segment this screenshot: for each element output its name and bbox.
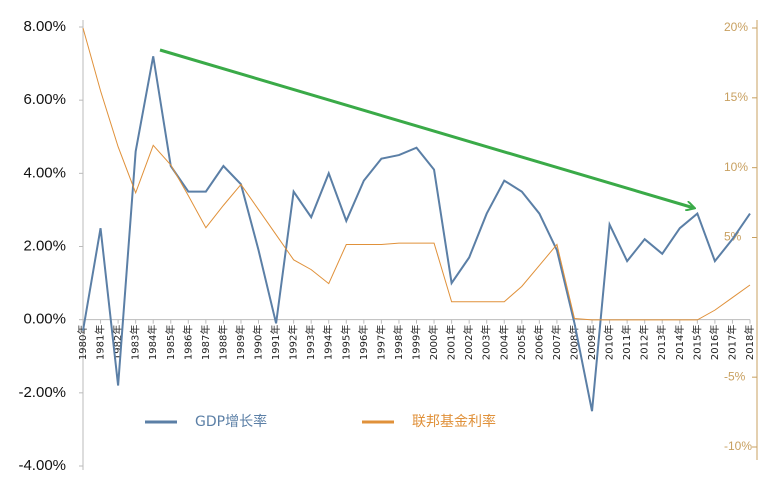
x-tick-label: 2016年 [708,325,721,360]
x-tick-label: 2018年 [743,325,756,360]
series-line [82,56,751,412]
y2-tick-label: -5% [724,369,746,383]
x-tick-label: 1991年 [269,325,282,360]
legend-label: 联邦基金利率 [412,413,496,430]
x-tick-label: 1986年 [181,325,194,360]
x-tick-label: 2011年 [620,325,633,360]
y-tick-label: -4.00% [18,457,66,474]
x-tick-label: 2007年 [550,325,563,360]
y-tick-label: 2.00% [23,237,66,254]
x-tick-label: 2005年 [515,325,528,360]
x-tick-label: 2002年 [462,325,475,360]
y-tick-label: 8.00% [23,18,66,35]
y2-tick-label: -10% [724,439,752,453]
x-tick-label: 1999年 [410,325,423,360]
x-tick-label: 1987年 [199,325,212,360]
x-tick-label: 1989年 [234,325,247,360]
x-tick-label: 2015年 [690,325,703,360]
x-tick-label: 2014年 [673,325,686,360]
x-tick-label: 1996年 [357,325,370,360]
x-tick-label: 1990年 [252,325,265,360]
x-tick-label: 2017年 [725,325,738,360]
x-tick-label: 1992年 [287,325,300,360]
trend-arrow [159,48,694,208]
x-tick-label: 1993年 [304,325,317,360]
x-tick-label: 1984年 [146,325,159,360]
x-tick-label: 2001年 [445,325,458,360]
x-tick-label: 2009年 [585,325,598,360]
legend-label: GDP增长率 [195,413,267,430]
x-tick-label: 2003年 [480,325,493,360]
series-line [82,27,751,321]
x-tick-label: 1983年 [129,325,142,360]
x-tick-label: 2000年 [427,325,440,360]
y-tick-label: 4.00% [23,164,66,181]
y-tick-label: 6.00% [23,91,66,108]
y2-tick-label: 5% [724,230,742,244]
x-tick-label: 2004年 [497,325,510,360]
y-tick-label: 0.00% [23,311,66,328]
y-tick-label: -2.00% [18,384,66,401]
x-tick-label: 1998年 [392,325,405,360]
x-tick-label: 1994年 [322,325,335,360]
x-tick-label: 1981年 [94,325,107,360]
x-tick-label: 1995年 [339,325,352,360]
y2-tick-label: 20% [724,20,748,34]
x-tick-label: 1988年 [216,325,229,360]
x-tick-label: 2012年 [638,325,651,360]
x-tick-label: 1997年 [374,325,387,360]
y2-tick-label: 10% [724,160,748,174]
y2-tick-label: 15% [724,90,748,104]
x-tick-label: 1980年 [76,325,89,360]
x-tick-label: 2010年 [603,325,616,360]
x-tick-label: 2013年 [655,325,668,360]
x-tick-label: 1985年 [164,325,177,360]
x-tick-label: 2006年 [532,325,545,360]
